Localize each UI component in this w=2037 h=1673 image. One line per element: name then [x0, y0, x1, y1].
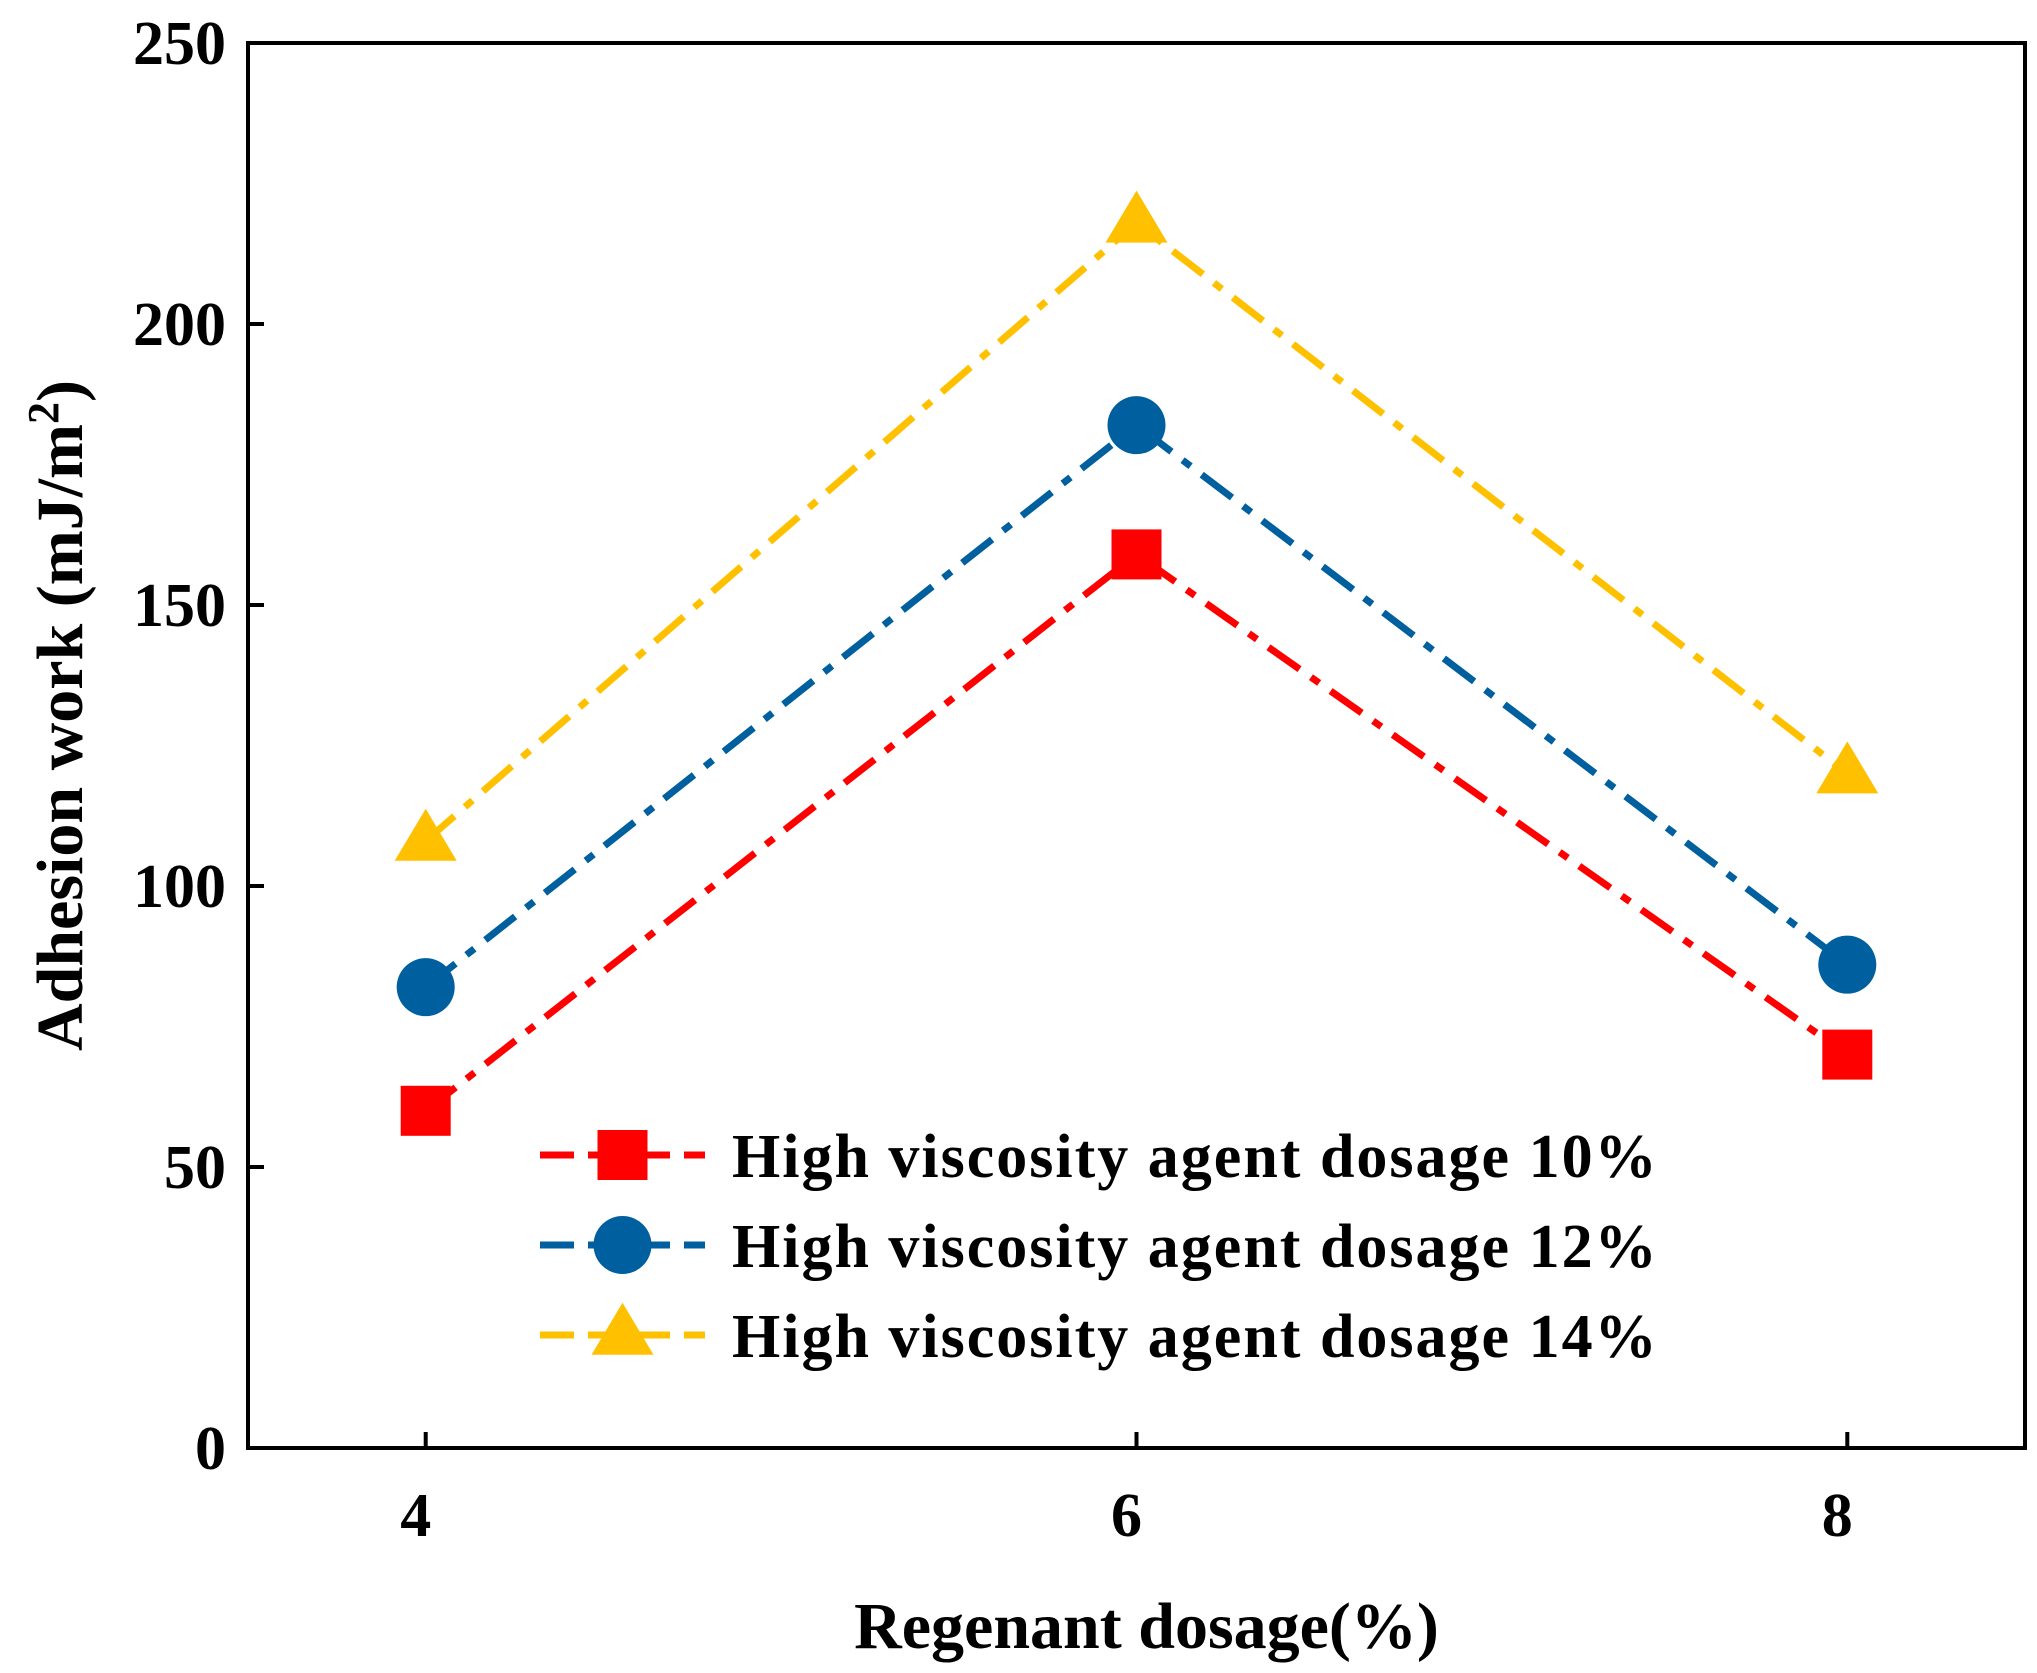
legend-marker	[597, 1130, 648, 1180]
data-point-circle	[1818, 935, 1877, 994]
legend-marker	[591, 1302, 654, 1355]
data-point-square	[1822, 1029, 1873, 1080]
y-tick-label: 200	[133, 291, 226, 359]
data-point-circle	[396, 958, 455, 1017]
data-point-square	[400, 1085, 451, 1136]
y-tick-label: 100	[133, 853, 226, 921]
data-point-circle	[1107, 396, 1166, 455]
data-point-square	[1111, 529, 1162, 580]
y-axis-title: Adhesion work (mJ/m2)	[19, 380, 98, 1051]
legend-marker	[593, 1216, 652, 1274]
data-point-triangle	[1105, 190, 1168, 243]
legend-item: High viscosity agent dosage 14%	[540, 1302, 1659, 1371]
series-1	[400, 529, 1873, 1136]
x-axis: 4 6 8	[400, 1432, 1853, 1550]
legend-label: High viscosity agent dosage 14%	[732, 1303, 1659, 1371]
y-axis-title-superscript: 2	[19, 402, 68, 424]
legend-label: High viscosity agent dosage 10%	[732, 1123, 1659, 1191]
x-tick-label: 6	[1111, 1482, 1142, 1550]
series-3	[394, 190, 1879, 861]
y-axis-title-close: )	[24, 380, 97, 402]
data-point-triangle	[394, 808, 457, 861]
data-point-triangle	[1816, 741, 1879, 794]
y-tick-label: 150	[133, 572, 226, 640]
legend-label: High viscosity agent dosage 12%	[732, 1213, 1659, 1281]
legend-item: High viscosity agent dosage 12%	[540, 1213, 1659, 1281]
y-tick-label: 50	[164, 1134, 226, 1202]
series-layer	[394, 190, 1879, 1136]
x-axis-title: Regenant dosage(%)	[854, 1590, 1439, 1663]
y-axis: 0 50 100 150 200 250	[133, 10, 264, 1483]
legend-item: High viscosity agent dosage 10%	[540, 1123, 1659, 1191]
y-axis-title-main: Adhesion work (mJ/m	[24, 424, 97, 1051]
series-2	[396, 396, 1877, 1017]
x-tick-label: 8	[1822, 1482, 1853, 1550]
y-tick-label: 0	[195, 1415, 226, 1483]
series-line	[423, 420, 1850, 990]
y-tick-label: 250	[133, 10, 226, 78]
series-line	[423, 550, 1850, 1114]
legend: High viscosity agent dosage 10% High visc…	[540, 1123, 1659, 1371]
x-tick-label: 4	[400, 1482, 431, 1550]
